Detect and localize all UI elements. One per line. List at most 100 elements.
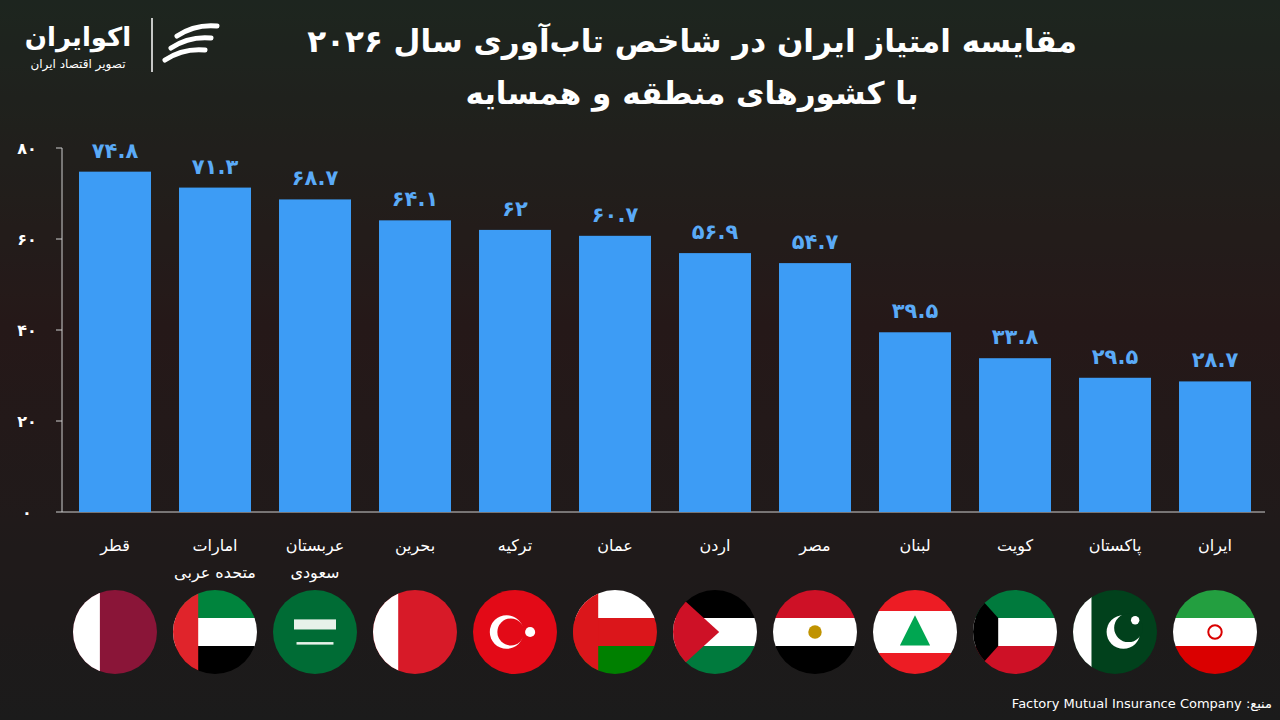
flag-trapezoid	[973, 590, 998, 674]
category-label: کویت	[997, 536, 1033, 556]
flag	[73, 590, 157, 674]
y-tick	[56, 512, 62, 513]
y-tick	[56, 330, 62, 331]
bar	[779, 263, 851, 512]
flag-crescent	[1114, 614, 1143, 643]
y-tick-label: ۴۰	[17, 321, 37, 340]
data-label: ۳۹.۵	[892, 299, 939, 323]
brand-name: اکوایران	[25, 22, 131, 53]
data-label: ۲۹.۵	[1092, 345, 1139, 369]
flag	[173, 590, 257, 675]
category-label: امارات متحده عربی	[174, 536, 256, 583]
background-shade	[0, 0, 1280, 720]
flag-band	[73, 590, 100, 674]
flag-field	[73, 590, 157, 674]
flag-field	[273, 590, 357, 674]
flag	[273, 590, 357, 674]
flag	[873, 590, 957, 675]
flag-stripe	[1173, 590, 1257, 619]
brand-divider	[151, 18, 153, 72]
flag	[573, 590, 657, 675]
background	[0, 0, 1280, 720]
bar	[879, 332, 951, 512]
title: مقایسه امتیاز ایران در شاخص تاب‌آوری سال…	[307, 22, 1077, 60]
y-tick-label: ۰	[22, 503, 32, 522]
bar	[79, 172, 151, 512]
y-tick-label: ۸۰	[17, 139, 37, 158]
flag-star	[1131, 616, 1139, 624]
flag-triangle	[673, 590, 719, 674]
y-tick	[56, 239, 62, 240]
flag-tree	[900, 615, 930, 645]
y-tick	[56, 421, 62, 422]
brand-mark	[165, 50, 205, 60]
category-label-line: امارات	[192, 536, 237, 556]
flag-star	[525, 627, 535, 637]
flag-emblem	[1208, 625, 1221, 638]
flag-field	[473, 590, 557, 674]
data-label: ۶۴.۱	[392, 187, 438, 211]
bar	[1079, 378, 1151, 512]
category-label: اردن	[699, 536, 730, 556]
flag	[1073, 590, 1157, 674]
flag-band	[173, 590, 198, 674]
y-tick	[56, 148, 62, 149]
y-tick-label: ۶۰	[17, 230, 37, 249]
bar	[179, 188, 251, 512]
category-label: بحرین	[395, 536, 435, 556]
flag-band	[373, 590, 398, 674]
brand-mark	[171, 38, 211, 48]
brand-tagline: تصویر اقتصاد ایران	[30, 57, 125, 72]
flag	[473, 590, 557, 674]
data-label: ۵۴.۷	[792, 230, 839, 254]
flag-field	[373, 590, 457, 674]
source: منبع: Factory Mutual Insurance Company	[1012, 696, 1272, 712]
data-label: ۳۳.۸	[992, 325, 1039, 349]
data-label: ۵۶.۹	[692, 220, 739, 244]
bar	[379, 220, 451, 512]
flag-band	[1073, 590, 1091, 674]
category-label-line: متحده عربی	[174, 563, 256, 583]
flag-stripe	[773, 590, 857, 619]
data-label: ۷۴.۸	[92, 139, 139, 163]
flag-stripe	[773, 618, 857, 647]
category-label: عربستان سعودی	[286, 536, 345, 583]
flag	[1173, 590, 1257, 675]
data-label: ۶۲	[502, 197, 528, 221]
brand-mark	[177, 26, 217, 36]
category-label: عمان	[597, 536, 632, 555]
flag-stripe	[1173, 618, 1257, 647]
bar	[1179, 381, 1251, 512]
data-label: ۲۸.۷	[1192, 348, 1239, 372]
flag-field	[1073, 590, 1157, 674]
data-label: ۶۰.۷	[592, 203, 639, 227]
bar	[679, 253, 751, 512]
flag	[773, 590, 857, 675]
flag-stripe	[873, 590, 957, 612]
flag-emblem	[294, 619, 336, 629]
flag-stripe	[873, 653, 957, 675]
category-label: مصر	[798, 536, 830, 556]
brand-logo: اکوایران تصویر اقتصاد ایران	[25, 18, 217, 72]
category-label: لبنان	[899, 536, 930, 555]
flag	[973, 590, 1057, 675]
bar	[979, 358, 1051, 512]
subtitle: با کشورهای منطقه و همسایه	[465, 75, 918, 112]
bar	[579, 236, 651, 512]
chart-root: ۰ ۲۰ ۴۰ ۶۰ ۸۰ ۷۴.۸ ۷۱.۳ ۶۸.۷ ۶۴.۱ ۶۲ ۶۰.۷ ۵۶.۹ ۵۴.۷ ۳…	[0, 0, 1280, 720]
category-label: پاکستان	[1089, 536, 1142, 556]
flag	[373, 590, 457, 674]
category-label: ترکیه	[498, 536, 532, 556]
flag-stripe	[1173, 646, 1257, 675]
data-label: ۶۸.۷	[292, 166, 339, 190]
flag-band	[573, 590, 598, 674]
y-tick-label: ۲۰	[17, 412, 37, 431]
category-label: قطر	[99, 536, 130, 556]
flag-emblem	[808, 625, 821, 638]
category-label-line: سعودی	[290, 563, 339, 583]
category-label-line: عربستان	[286, 536, 345, 556]
bar	[479, 230, 551, 512]
data-label: ۷۱.۳	[192, 155, 239, 179]
flag-stripe	[773, 646, 857, 675]
flag-crescent	[497, 619, 524, 646]
